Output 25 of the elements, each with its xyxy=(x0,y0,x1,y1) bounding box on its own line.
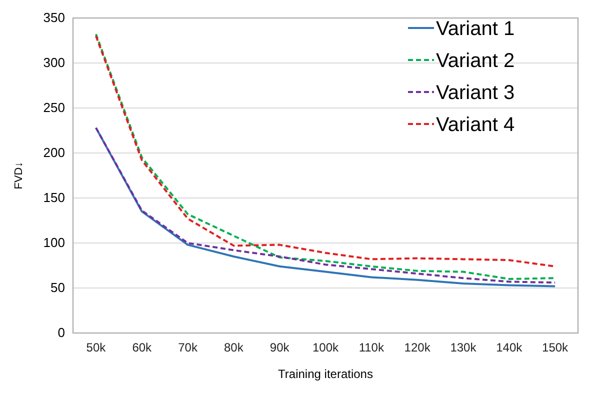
y-tick-label: 200 xyxy=(43,145,65,160)
y-tick-label: 250 xyxy=(43,100,65,116)
x-tick-label: 60k xyxy=(132,340,153,355)
legend-label: Variant 4 xyxy=(436,114,515,136)
y-tick-label: 300 xyxy=(43,55,65,70)
x-tick-label: 130k xyxy=(450,340,478,355)
x-tick-label: 150k xyxy=(542,340,570,355)
y-tick-label: 50 xyxy=(50,280,65,296)
x-tick-label: 110k xyxy=(358,340,385,355)
y-tick-label: 0 xyxy=(58,325,65,340)
x-tick-label: 100k xyxy=(312,340,340,355)
x-tick-label: 50k xyxy=(86,340,107,355)
y-axis-title: FVD↓ xyxy=(13,162,25,190)
y-tick-label: 150 xyxy=(43,190,65,206)
x-tick-label: 90k xyxy=(270,340,290,355)
legend-label: Variant 2 xyxy=(436,50,515,72)
x-tick-label: 80k xyxy=(224,340,244,355)
legend-label: Variant 1 xyxy=(436,18,515,40)
x-tick-label: 70k xyxy=(178,340,198,355)
y-tick-label: 100 xyxy=(43,235,65,250)
x-tick-label: 120k xyxy=(404,340,432,355)
y-tick-label: 350 xyxy=(43,10,65,26)
legend-label: Variant 3 xyxy=(436,82,515,104)
x-axis-title: Training iterations xyxy=(278,367,373,381)
x-tick-label: 140k xyxy=(496,340,524,355)
